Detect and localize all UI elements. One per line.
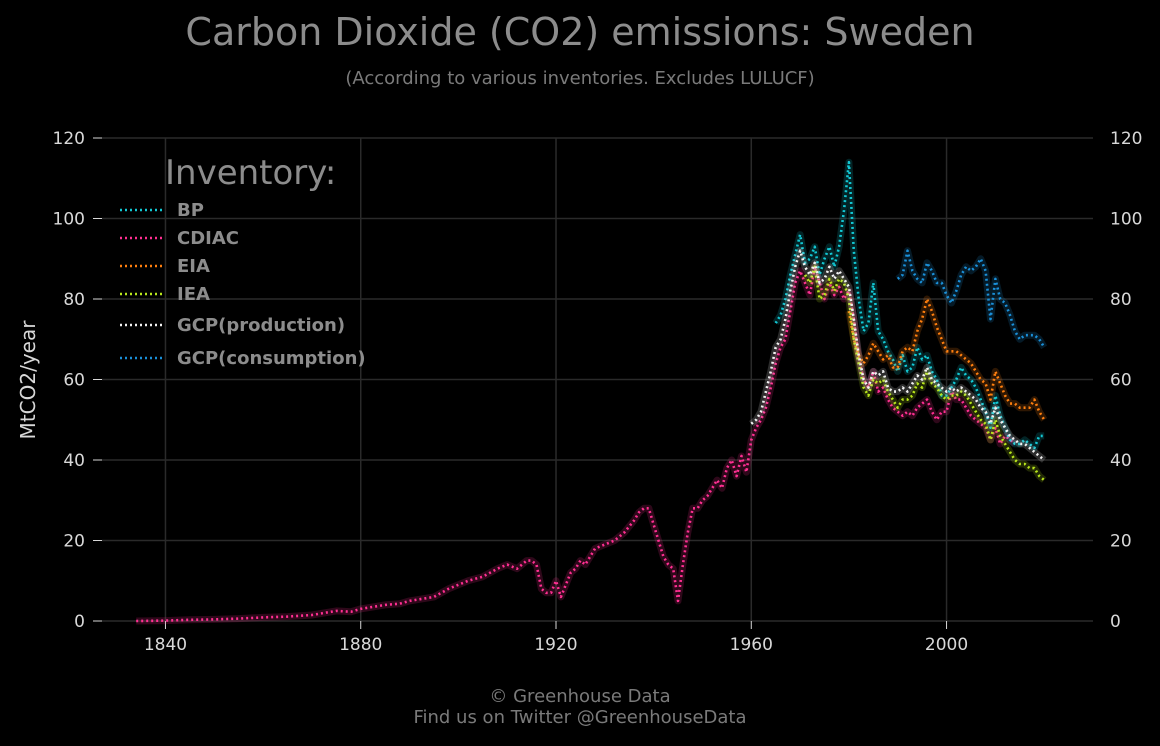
axes: 0 0 20 20 40 40 60 60 80 80 100 100 120 120 1840 1880 19… <box>53 129 1143 655</box>
x-tick-label: 1920 <box>534 635 577 655</box>
series-line-bp <box>774 160 1045 450</box>
legend: Inventory: BP CDIAC EIA IEA GCP(production) G… <box>120 153 366 369</box>
y-tick-label-left: 20 <box>63 532 85 552</box>
x-tick-label: 2000 <box>925 635 968 655</box>
footer: © Greenhouse Data Find us on Twitter @Gr… <box>0 686 1160 728</box>
copyright-text: © Greenhouse Data <box>489 686 671 707</box>
y-tick-label-left: 100 <box>53 210 85 230</box>
y-tick-label-right: 0 <box>1110 612 1121 632</box>
series-layer <box>136 158 1048 625</box>
legend-label: GCP(consumption) <box>177 348 366 369</box>
y-tick-label-right: 20 <box>1110 532 1132 552</box>
legend-title: Inventory: <box>165 153 336 193</box>
y-tick-label-right: 60 <box>1110 371 1132 391</box>
y-tick-label-right: 100 <box>1110 210 1142 230</box>
legend-label: BP <box>177 200 204 221</box>
y-tick-label-left: 40 <box>63 451 85 471</box>
legend-label: IEA <box>177 284 210 305</box>
grid-lines <box>102 137 1093 622</box>
series-line-cdiac <box>136 265 1016 623</box>
series-line-eia <box>847 297 1046 421</box>
legend-label: GCP(production) <box>177 315 345 336</box>
series-glow-gcp-consumption- <box>895 247 1048 350</box>
legend-label: CDIAC <box>177 228 239 249</box>
y-axis-label: MtCO2/year <box>16 320 40 440</box>
chart-subtitle: (According to various inventories. Exclu… <box>345 68 815 89</box>
y-tick-label-left: 60 <box>63 371 85 391</box>
y-tick-label-right: 40 <box>1110 451 1132 471</box>
x-tick-label: 1960 <box>730 635 773 655</box>
chart-title: Carbon Dioxide (CO2) emissions: Sweden <box>185 10 975 54</box>
y-tick-label-left: 80 <box>63 290 85 310</box>
series-line-iea <box>803 265 1046 482</box>
series-line-gcp-production- <box>750 249 1046 462</box>
twitter-text: Find us on Twitter @GreenhouseData <box>413 707 747 728</box>
x-tick-label: 1840 <box>144 635 187 655</box>
y-tick-label-right: 80 <box>1110 290 1132 310</box>
y-tick-label-left: 0 <box>74 612 85 632</box>
x-tick-label: 1880 <box>339 635 382 655</box>
y-tick-label-left: 120 <box>53 129 85 149</box>
y-tick-label-right: 120 <box>1110 129 1142 149</box>
legend-label: EIA <box>177 256 210 277</box>
